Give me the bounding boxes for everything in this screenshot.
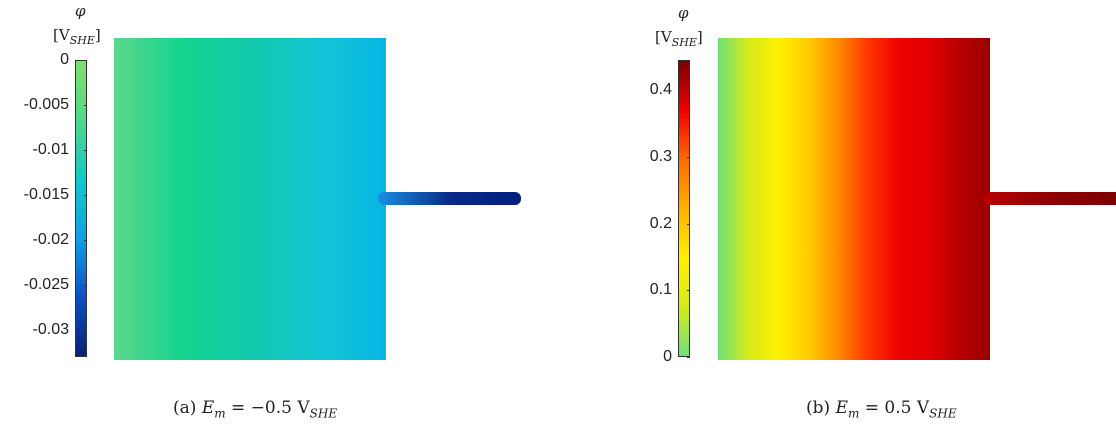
colorbar-tick-label: -0.02 (32, 231, 69, 248)
colorbar-tick-mark (84, 285, 87, 286)
channel (984, 192, 1116, 205)
potential-field (114, 38, 386, 360)
colorbar-tick-label: 0.1 (649, 281, 672, 299)
caption: (b) Em = 0.5 VSHE (806, 398, 957, 421)
colorbar-symbol: φ (678, 4, 689, 22)
colorbar-tick-label: -0.01 (32, 141, 69, 158)
channel (378, 192, 521, 205)
colorbar-tick-mark (687, 357, 690, 358)
caption: (a) Em = −0.5 VSHE (173, 398, 338, 421)
colorbar-tick-label: 0.3 (649, 147, 672, 165)
colorbar-tick-mark (687, 156, 690, 158)
colorbar-tick-mark (84, 240, 87, 241)
colorbar-tick-label: -0.03 (32, 321, 69, 338)
colorbar-symbol: φ (75, 2, 86, 20)
colorbar-tick-label: -0.015 (23, 186, 69, 203)
colorbar-tick-label: 0.4 (649, 81, 672, 99)
colorbar-tick-mark (84, 195, 87, 196)
colorbar (75, 60, 87, 357)
panel-b: φ [VSHE] 0 0.1 0.2 0.3 0.4 (b) Em = 0.5 VSHE (558, 0, 1116, 424)
panel-a: φ [VSHE] 0 -0.005 -0.01 -0.015 -0.02 -0.025 -0… (23, 2, 521, 421)
colorbar-tick-label: 0 (60, 51, 69, 68)
colorbar-tick-label: 0 (663, 348, 672, 365)
colorbar (678, 60, 690, 357)
colorbar-tick-label: -0.025 (23, 276, 69, 293)
colorbar-tick-mark (687, 90, 690, 92)
colorbar-tick-mark (84, 150, 87, 151)
colorbar-unit: [VSHE] (53, 26, 101, 47)
colorbar-tick-mark (84, 60, 87, 61)
colorbar-unit: [VSHE] (655, 28, 703, 49)
potential-field (718, 38, 990, 360)
colorbar-tick-label: 0.2 (649, 214, 672, 232)
colorbar-tick-mark (687, 290, 690, 292)
colorbar-tick-mark (687, 223, 690, 225)
colorbar-tick-mark (84, 105, 87, 106)
colorbar-tick-mark (84, 330, 87, 331)
colorbar-tick-label: -0.005 (23, 96, 69, 113)
